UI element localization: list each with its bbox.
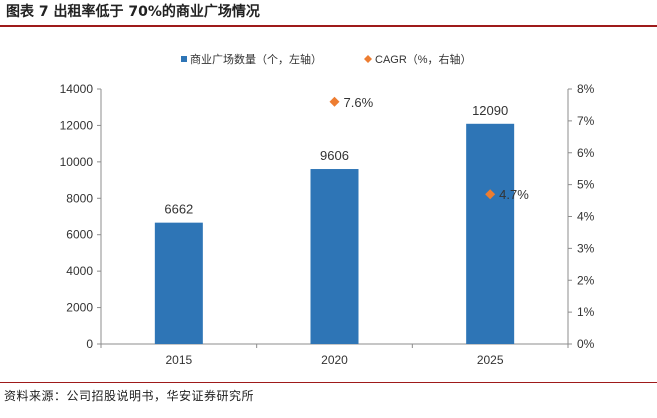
right-tick-label: 1% <box>577 305 595 319</box>
bar-value-label: 6662 <box>164 202 193 217</box>
right-tick-label: 3% <box>577 241 595 255</box>
cagr-marker-2025 <box>485 189 496 200</box>
bar-2025 <box>466 123 515 345</box>
cagr-markers: 7.6% 4.7% <box>329 95 529 202</box>
title-rule <box>0 25 657 27</box>
left-tick-label: 2000 <box>66 301 93 315</box>
left-tick-label: 12000 <box>60 118 94 132</box>
cagr-value-label: 7.6% <box>344 95 374 110</box>
legend-bar-swatch <box>181 56 187 62</box>
right-tick-label: 5% <box>577 178 595 192</box>
legend: 商业广场数量（个，左轴） CAGR（%，右轴） <box>181 52 472 66</box>
left-tick-label: 0 <box>86 337 93 351</box>
bar-value-label: 9606 <box>320 148 349 163</box>
left-tick-label: 14000 <box>60 82 94 96</box>
bar-value-label: 12090 <box>472 103 508 118</box>
legend-bar-label: 商业广场数量（个，左轴） <box>190 52 322 66</box>
bar-2020 <box>310 169 359 344</box>
bar-2015 <box>154 222 203 344</box>
x-tick-label: 2020 <box>321 353 348 367</box>
cagr-marker-2020 <box>329 96 340 107</box>
axes: 0 2000 4000 6000 8000 10000 12000 14000 0% 1% 2% 3%… <box>60 82 595 367</box>
source-note: 资料来源：公司招股说明书，华安证券研究所 <box>4 389 255 403</box>
x-tick-label: 2025 <box>477 353 504 367</box>
right-tick-label: 4% <box>577 210 595 224</box>
left-tick-label: 8000 <box>66 191 93 205</box>
right-tick-label: 2% <box>577 273 595 287</box>
right-tick-label: 0% <box>577 337 595 351</box>
left-tick-label: 4000 <box>66 264 93 278</box>
source-rule <box>0 382 657 383</box>
legend-marker-label: CAGR（%，右轴） <box>375 52 472 66</box>
bars: 6662 9606 12090 <box>154 103 515 345</box>
cagr-value-label: 4.7% <box>499 187 529 202</box>
x-tick-label: 2015 <box>165 353 192 367</box>
legend-marker-swatch <box>364 55 372 63</box>
right-tick-label: 6% <box>577 146 595 160</box>
right-tick-label: 7% <box>577 114 595 128</box>
right-tick-label: 8% <box>577 82 595 96</box>
figure-title: 图表 7 出租率低于 70%的商业广场情况 <box>6 4 260 20</box>
left-tick-label: 10000 <box>60 155 94 169</box>
left-tick-label: 6000 <box>66 228 93 242</box>
